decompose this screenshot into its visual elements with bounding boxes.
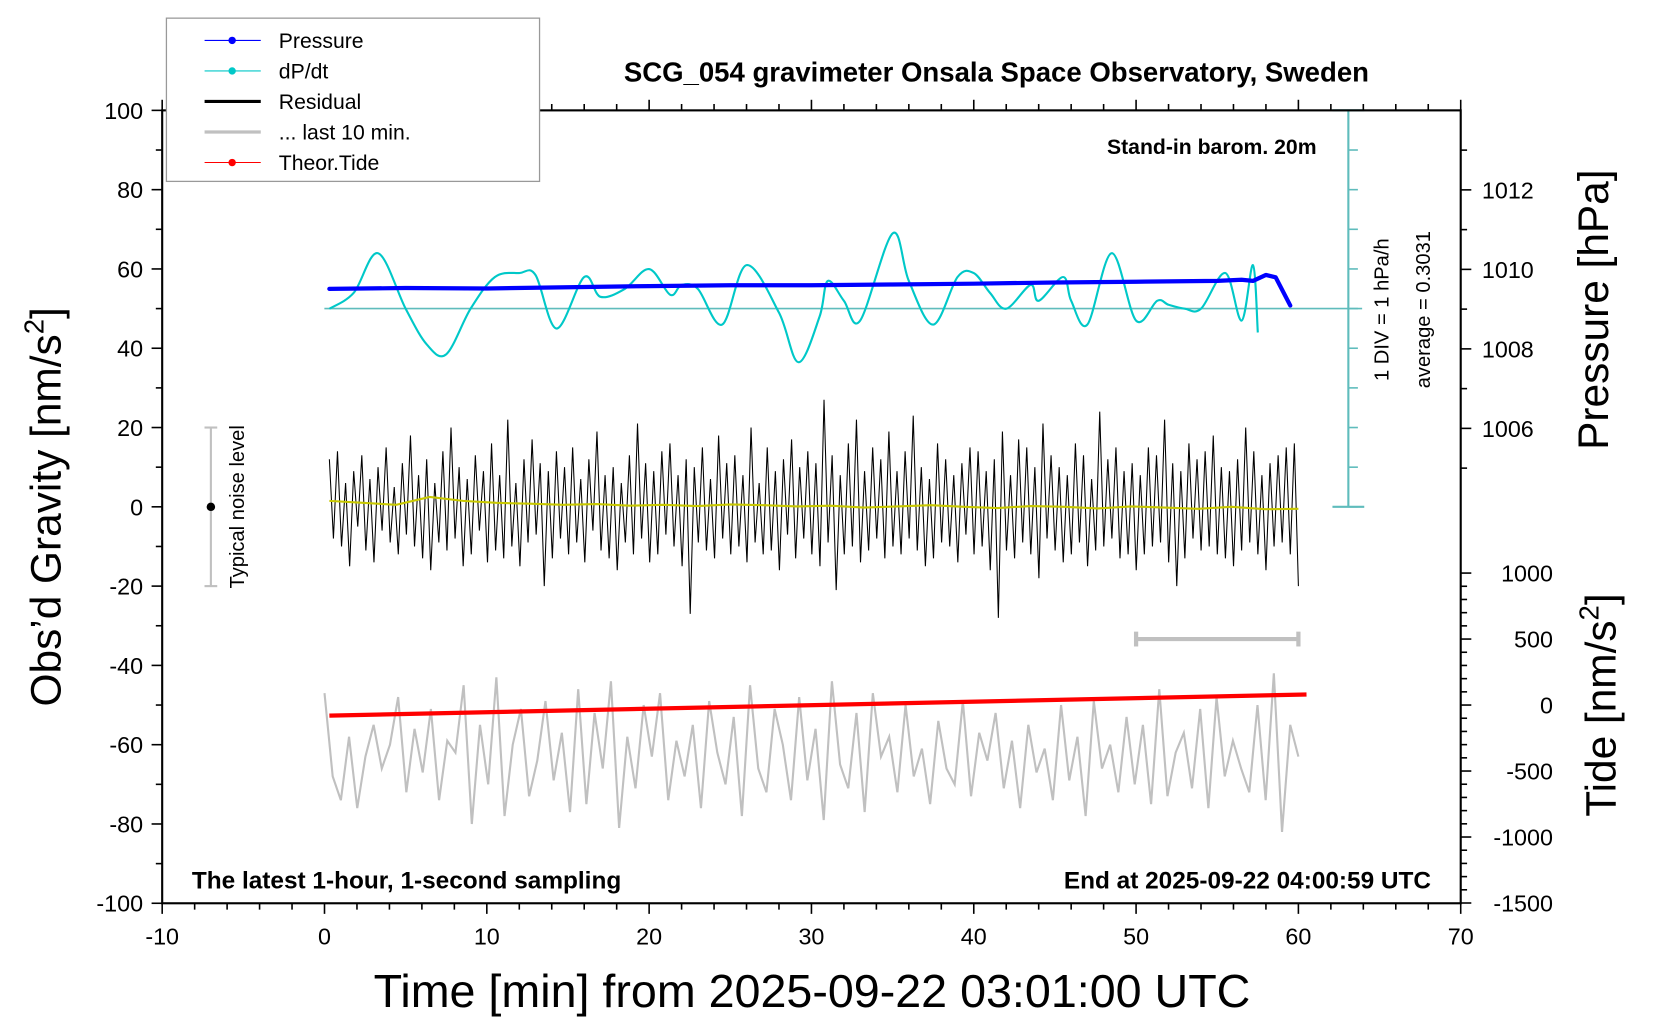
y-tick-label: 20 xyxy=(117,415,143,441)
dpdt-series-line xyxy=(328,231,1259,364)
residual-smoothed-line xyxy=(329,495,1299,511)
tide-tick-label: -500 xyxy=(1506,759,1553,785)
legend-marker xyxy=(228,67,236,75)
y-tick-label: 80 xyxy=(117,177,143,203)
x-tick-label: -10 xyxy=(145,924,179,950)
legend-entry: Pressure xyxy=(204,30,364,53)
last-10-min-series-line xyxy=(323,673,1300,832)
residual-series-line xyxy=(328,399,1299,618)
y-tick-label: -40 xyxy=(109,653,143,679)
legend-label: Residual xyxy=(279,91,361,114)
legend-box xyxy=(165,17,541,183)
legend: Pressure dP/dt Residual ... last 10 min. The… xyxy=(165,17,541,183)
x-tick-label: 20 xyxy=(636,924,662,950)
y-tick-label: -80 xyxy=(109,811,143,837)
legend-entry: dP/dt xyxy=(204,60,329,83)
end-time-note: End at 2025-09-22 04:00:59 UTC xyxy=(1064,867,1431,894)
tide-tick-label: 1000 xyxy=(1501,561,1553,587)
x-tick-label: 10 xyxy=(474,924,500,950)
legend-entry: Theor.Tide xyxy=(204,152,380,175)
legend-label: Theor.Tide xyxy=(279,152,380,175)
stand-in-note: Stand-in barom. 20m xyxy=(1107,136,1317,159)
y-tick-label: -20 xyxy=(109,574,143,600)
y-tick-label: 40 xyxy=(117,336,143,362)
x-tick-label: 0 xyxy=(318,924,331,950)
chart-title: SCG_054 gravimeter Onsala Space Observat… xyxy=(624,57,1369,88)
theor-tide-series-line xyxy=(329,692,1307,718)
y-tick-label: -100 xyxy=(96,891,143,917)
y-axis-label-pressure: Pressure [hPa] xyxy=(1570,169,1617,449)
x-tick-label: 60 xyxy=(1285,924,1311,950)
latest-note: The latest 1-hour, 1-second sampling xyxy=(192,867,621,894)
legend-entry: Residual xyxy=(204,91,361,114)
pressure-series-line xyxy=(327,272,1293,308)
tide-tick-label: -1000 xyxy=(1493,824,1553,850)
y-axis-label-tide: Tide [nm/s2] xyxy=(1574,593,1625,816)
y-tick-label: 0 xyxy=(130,494,143,520)
pressure-tick-label: 1008 xyxy=(1482,336,1534,362)
noise-level-dot xyxy=(206,502,216,512)
legend-label: ... last 10 min. xyxy=(279,121,411,144)
legend-entry: ... last 10 min. xyxy=(204,121,411,144)
tide-tick-label: -1500 xyxy=(1493,890,1553,916)
y-tick-label: 60 xyxy=(117,256,143,282)
tide-tick-label: 0 xyxy=(1540,693,1553,719)
x-axis-label: Time [min] from 2025-09-22 03:01:00 UTC xyxy=(374,965,1251,1017)
x-tick-label: 30 xyxy=(798,924,824,950)
x-tick-label: 40 xyxy=(961,924,987,950)
div-note: 1 DIV = 1 hPa/h xyxy=(1372,238,1394,381)
y-tick-label: 100 xyxy=(104,98,143,124)
legend-marker xyxy=(228,158,236,167)
y-tick-label: -60 xyxy=(109,732,143,758)
legend-label: Pressure xyxy=(279,30,364,53)
average-note: average = 0.3031 xyxy=(1413,231,1435,388)
pressure-tick-label: 1012 xyxy=(1482,177,1534,203)
x-tick-label: 50 xyxy=(1123,924,1149,950)
noise-level-label: Typical noise level xyxy=(227,425,249,588)
pressure-tick-label: 1010 xyxy=(1482,257,1534,283)
x-tick-label: 70 xyxy=(1448,924,1474,950)
legend-label: dP/dt xyxy=(279,60,329,83)
tide-tick-label: 500 xyxy=(1514,627,1553,653)
y-axis-label-left: Obs’d Gravity [nm/s2] xyxy=(18,307,69,706)
legend-marker xyxy=(228,36,236,45)
pressure-tick-label: 1006 xyxy=(1482,416,1534,442)
